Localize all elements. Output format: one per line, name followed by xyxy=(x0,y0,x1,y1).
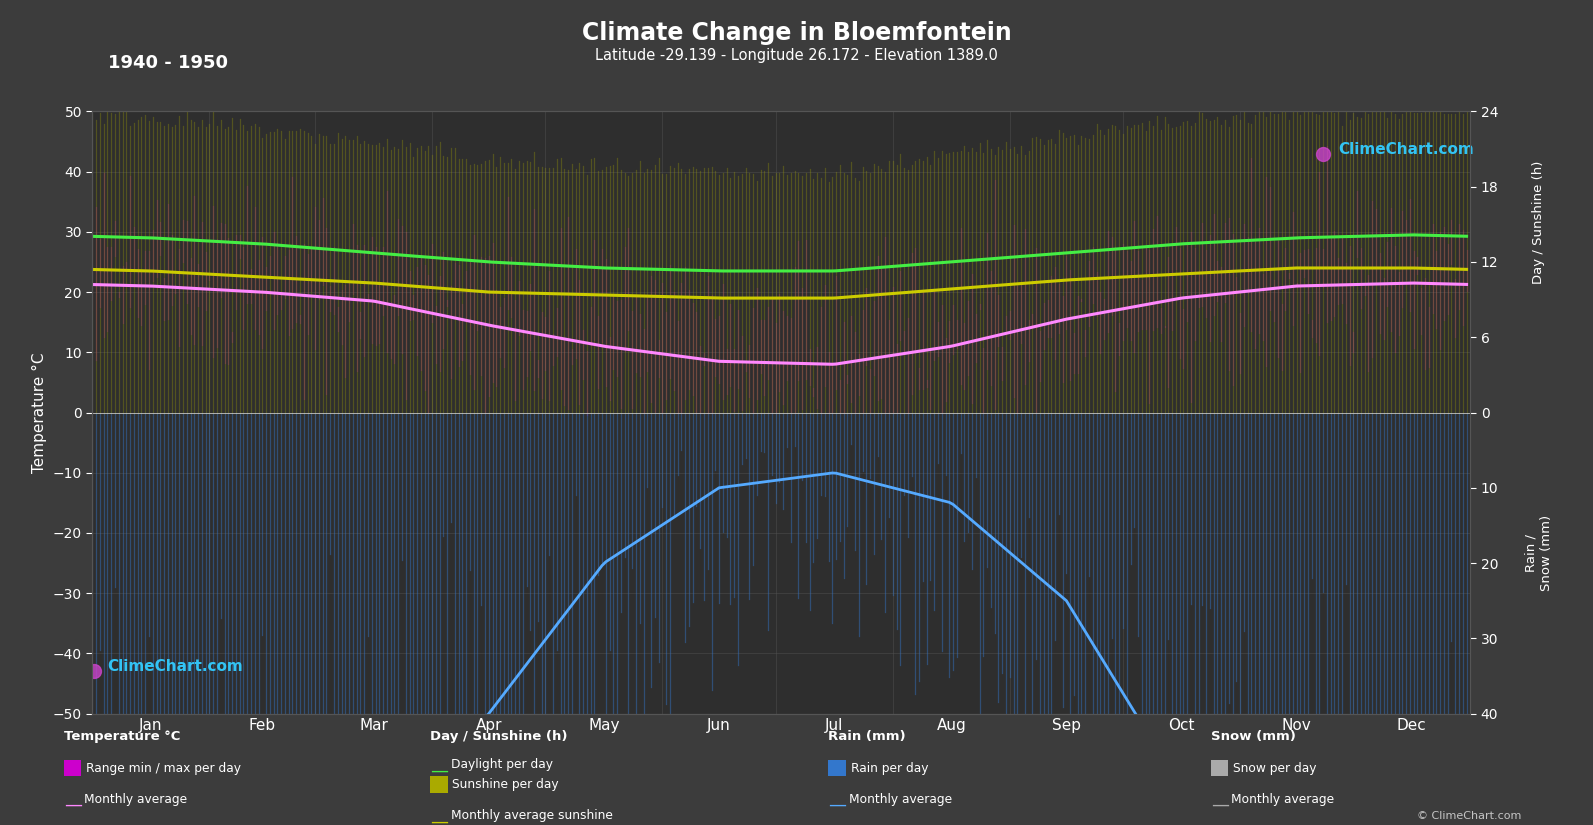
Text: Snow (mm): Snow (mm) xyxy=(1211,730,1295,743)
Y-axis label: Temperature °C: Temperature °C xyxy=(32,352,48,473)
Text: Rain (mm): Rain (mm) xyxy=(828,730,906,743)
Text: Snow per day: Snow per day xyxy=(1233,761,1316,775)
Text: —: — xyxy=(430,761,448,780)
Text: Range min / max per day: Range min / max per day xyxy=(86,761,241,775)
Text: Rain per day: Rain per day xyxy=(851,761,929,775)
Text: Day / Sunshine (h): Day / Sunshine (h) xyxy=(1532,161,1545,285)
Text: ClimeChart.com: ClimeChart.com xyxy=(1338,142,1474,157)
Text: Monthly average: Monthly average xyxy=(84,793,188,806)
Text: —: — xyxy=(1211,796,1228,814)
Text: Monthly average sunshine: Monthly average sunshine xyxy=(451,809,613,823)
Text: —: — xyxy=(828,796,846,814)
Text: Daylight per day: Daylight per day xyxy=(451,758,553,771)
Text: Monthly average: Monthly average xyxy=(1231,793,1335,806)
Text: Climate Change in Bloemfontein: Climate Change in Bloemfontein xyxy=(581,21,1012,45)
Text: —: — xyxy=(430,813,448,825)
Text: Temperature °C: Temperature °C xyxy=(64,730,180,743)
Text: Day / Sunshine (h): Day / Sunshine (h) xyxy=(430,730,567,743)
Text: ClimeChart.com: ClimeChart.com xyxy=(107,659,244,675)
Text: —: — xyxy=(64,796,81,814)
Text: Monthly average: Monthly average xyxy=(849,793,953,806)
Text: Sunshine per day: Sunshine per day xyxy=(452,778,559,791)
Text: Latitude -29.139 - Longitude 26.172 - Elevation 1389.0: Latitude -29.139 - Longitude 26.172 - El… xyxy=(596,48,997,63)
Text: 1940 - 1950: 1940 - 1950 xyxy=(108,54,228,72)
Text: Rain /
Snow (mm): Rain / Snow (mm) xyxy=(1525,515,1553,591)
Text: © ClimeChart.com: © ClimeChart.com xyxy=(1416,811,1521,821)
